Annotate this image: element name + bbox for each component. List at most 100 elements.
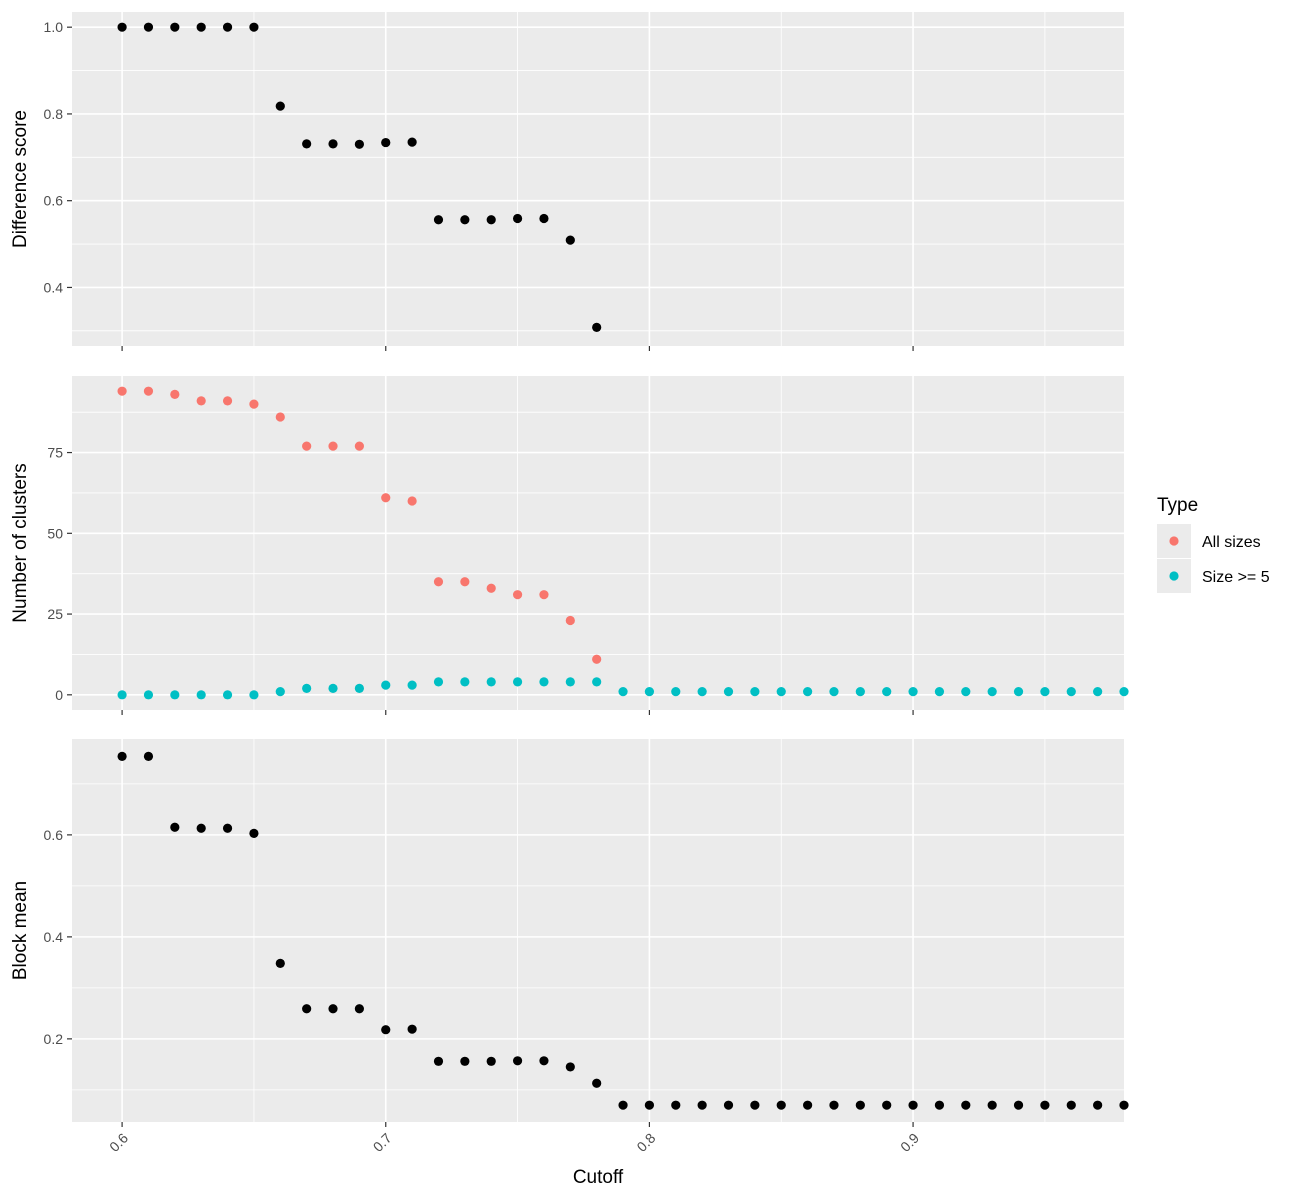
legend-item: Size >= 5 xyxy=(1157,559,1270,593)
legend-title: Type xyxy=(1157,495,1198,516)
data-point xyxy=(1040,1100,1050,1110)
data-point xyxy=(170,22,180,32)
data-point xyxy=(961,1100,971,1110)
data-point xyxy=(222,690,233,700)
data-point xyxy=(1093,1100,1103,1110)
data-point xyxy=(249,399,259,409)
legend-key-point xyxy=(1169,571,1179,581)
data-point xyxy=(381,680,391,690)
data-point xyxy=(592,654,602,664)
data-point xyxy=(460,577,470,587)
data-point xyxy=(328,441,338,451)
data-point xyxy=(407,496,417,506)
y-tick-label: 0.6 xyxy=(44,193,64,209)
data-point xyxy=(750,1100,760,1110)
data-point xyxy=(249,690,259,700)
data-point xyxy=(987,686,997,697)
data-point xyxy=(855,1100,865,1110)
data-point xyxy=(143,386,154,396)
data-point xyxy=(750,686,760,697)
y-tick-label: 25 xyxy=(47,606,63,622)
data-point xyxy=(302,1004,312,1014)
x-tick-label: 0.9 xyxy=(897,1130,922,1155)
data-point xyxy=(222,823,233,833)
data-point xyxy=(486,215,496,225)
x-tick-label: 0.8 xyxy=(633,1130,658,1155)
data-point xyxy=(803,686,813,697)
series-1 xyxy=(117,22,602,332)
data-point xyxy=(143,22,154,32)
data-point xyxy=(354,683,364,693)
y-tick-label: 0 xyxy=(55,687,63,703)
data-point xyxy=(196,690,206,700)
data-point xyxy=(381,137,391,148)
x-tick-label: 0.7 xyxy=(370,1130,395,1155)
data-point xyxy=(222,396,233,406)
legend: Type All sizes Size >= 5 xyxy=(1157,495,1270,593)
data-point xyxy=(803,1100,813,1110)
y-axis-title: Number of clusters xyxy=(10,463,31,622)
data-point xyxy=(486,677,496,687)
x-axis-title: Cutoff xyxy=(573,1167,624,1188)
data-point xyxy=(275,412,285,422)
y-tick-label: 0.8 xyxy=(44,106,64,122)
data-point xyxy=(117,751,127,761)
data-point xyxy=(618,1100,628,1110)
data-point xyxy=(460,677,470,687)
panel-1: 0.4 0.6 0.8 1.0 Difference score xyxy=(10,12,1124,351)
data-point xyxy=(592,322,602,332)
data-point xyxy=(723,1100,734,1110)
data-point xyxy=(328,1004,338,1014)
legend-item: All sizes xyxy=(1157,524,1261,558)
series-2 xyxy=(117,677,1129,700)
data-point xyxy=(117,22,127,32)
y-axis-title: Block mean xyxy=(10,881,31,980)
data-point xyxy=(486,1056,496,1066)
data-point xyxy=(196,396,206,406)
data-point xyxy=(776,1100,786,1110)
legend-label: All sizes xyxy=(1202,534,1261,551)
data-point xyxy=(512,213,523,224)
data-point xyxy=(697,686,707,697)
data-point xyxy=(302,139,312,149)
data-point xyxy=(486,583,496,593)
data-point xyxy=(539,213,549,224)
data-point xyxy=(829,686,839,697)
data-point xyxy=(328,683,338,693)
data-point xyxy=(908,1100,918,1110)
data-point xyxy=(433,1056,444,1066)
y-tick-label: 0.4 xyxy=(44,279,64,295)
legend-label: Size >= 5 xyxy=(1202,569,1270,586)
data-point xyxy=(460,1056,470,1066)
data-point xyxy=(1093,686,1103,697)
data-point xyxy=(302,441,312,451)
data-point xyxy=(354,1004,364,1014)
data-point xyxy=(275,958,285,968)
data-point xyxy=(987,1100,997,1110)
data-point xyxy=(354,441,364,451)
data-point xyxy=(170,389,180,400)
data-point xyxy=(908,686,918,697)
y-tick-label: 1.0 xyxy=(44,19,64,35)
data-point xyxy=(882,686,892,697)
data-point xyxy=(407,1024,417,1034)
data-point xyxy=(196,823,206,833)
data-point xyxy=(539,677,549,687)
data-point xyxy=(565,615,575,626)
data-point xyxy=(433,577,444,587)
x-tick-label: 0.6 xyxy=(106,1130,131,1155)
data-point xyxy=(117,690,127,700)
data-point xyxy=(1066,686,1076,697)
data-point xyxy=(644,686,655,697)
y-tick-label: 0.4 xyxy=(44,929,64,945)
data-point xyxy=(1066,1100,1076,1110)
data-point xyxy=(776,686,786,697)
data-point xyxy=(381,1025,391,1035)
data-point xyxy=(512,590,523,600)
panel-background xyxy=(72,739,1124,1122)
y-tick-label: 50 xyxy=(47,525,63,541)
data-point xyxy=(1013,1100,1024,1110)
data-point xyxy=(222,22,233,32)
data-point xyxy=(433,677,444,687)
